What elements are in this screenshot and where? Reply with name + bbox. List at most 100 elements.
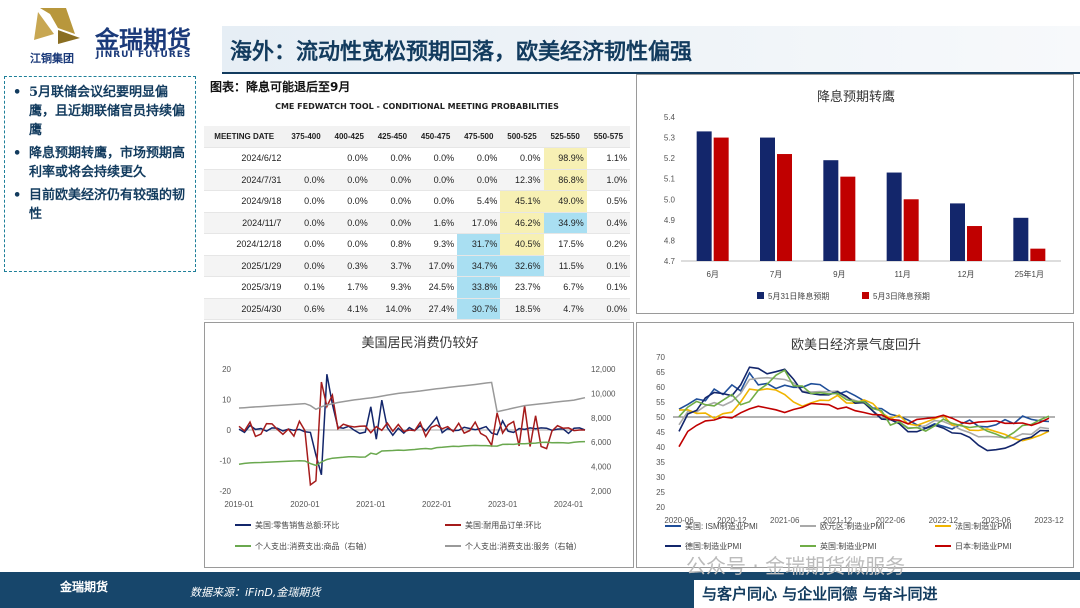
table-cell: 0.0%	[327, 169, 371, 191]
group-name: 江铜集团	[30, 52, 74, 65]
brand-name: 金瑞期货	[95, 26, 191, 54]
table-row: 2025/3/19 0.1% 1.7% 9.3% 24.5% 33.8% 23.7% 6.7%…	[204, 276, 630, 299]
table-cell: 0.3%	[327, 255, 371, 277]
table-cell: 0.0%	[327, 212, 371, 234]
table-cell: 34.9%	[543, 212, 587, 234]
table-row: 2024/7/31 0.0% 0.0% 0.0% 0.0% 0.0% 12.3% 86.8% 1…	[204, 169, 630, 191]
y-tick-label: 5.4	[664, 113, 676, 122]
table-cell: 2024/11/7	[204, 212, 285, 234]
table-body: 2024/6/12 0.0% 0.0% 0.0% 0.0% 0.0% 98.9% 1.1% 20…	[204, 147, 630, 320]
table-cell: 2025/4/30	[204, 298, 285, 320]
table-cell: 0.1%	[284, 276, 328, 299]
x-tick-label: 2023-06	[981, 516, 1011, 525]
table-header-cell: 475-500	[457, 126, 501, 148]
x-tick-label: 2019-01	[224, 500, 254, 509]
table-cell: 24.5%	[414, 276, 458, 299]
brand-logo-icon	[34, 8, 80, 44]
y-tick-label: 10	[222, 396, 231, 405]
table-cell: 31.7%	[457, 233, 501, 256]
x-tick-label: 2024-01	[554, 500, 584, 509]
series-line	[678, 369, 1050, 439]
table-row: 2025/4/30 0.6% 4.1% 14.0% 27.4% 30.7% 18.5% 4.7…	[204, 298, 630, 320]
table-cell: 4.1%	[327, 298, 371, 320]
bar	[1013, 217, 1029, 261]
x-tick-label: 2020-06	[664, 516, 694, 525]
bar	[760, 137, 775, 261]
series-line	[678, 402, 1050, 448]
x-tick-label: 7月	[770, 270, 782, 279]
table-row: 2024/9/18 0.0% 0.0% 0.0% 0.0% 5.4% 45.1% 49.0% 0…	[204, 190, 630, 213]
table-header-cell: 425-450	[370, 126, 414, 148]
table-row: 2024/12/18 0.0% 0.0% 0.8% 9.3% 31.7% 40.5% 17.5…	[204, 233, 630, 256]
y2-tick-label: 2,000	[591, 487, 612, 496]
table-cell: 0.0%	[457, 169, 501, 191]
table-cell: 98.9%	[543, 147, 587, 170]
bullet-item: • 5月联储会议纪要明显偏鹰，且近期联储官员持续偏鹰	[13, 85, 186, 138]
y-tick-label: 4.7	[664, 257, 676, 266]
table-cell: 14.0%	[370, 298, 414, 320]
y-tick-label: 4.9	[664, 216, 676, 225]
x-tick-label: 9月	[833, 270, 845, 279]
x-tick-label: 2023-12	[1034, 516, 1064, 525]
table-cell: 0.0%	[284, 212, 328, 234]
table-cell: 40.5%	[500, 233, 544, 256]
y-tick-label: 70	[656, 353, 665, 362]
legend-label: 德国:制造业PMI	[685, 541, 741, 551]
table-header-cell: 550-575	[586, 126, 630, 148]
table-cell: 0.0%	[370, 147, 414, 170]
y-tick-label: 45	[656, 428, 665, 437]
table-cell: 0.0%	[284, 169, 328, 191]
x-tick-label: 2023-01	[488, 500, 518, 509]
table-header-cell: MEETING DATE	[204, 126, 285, 148]
bullet-item: • 降息预期转鹰，市场预期高利率或将会持续更久	[13, 146, 186, 180]
series-line	[678, 371, 1050, 430]
table-cell: 0.0%	[457, 147, 501, 170]
table-cell: 27.4%	[414, 298, 458, 320]
table-cell	[284, 147, 328, 170]
table-cell: 0.0%	[500, 147, 544, 170]
chart-title: 降息预期转鹰	[817, 89, 895, 104]
legend-label: 日本:制造业PMI	[955, 541, 1011, 551]
y2-tick-label: 8,000	[591, 414, 612, 423]
table-cell: 0.0%	[370, 190, 414, 213]
y2-tick-label: 6,000	[591, 438, 612, 447]
x-tick-label: 2022-06	[876, 516, 906, 525]
table-row: 2024/11/7 0.0% 0.0% 0.0% 1.6% 17.0% 46.2% 34.9%…	[204, 212, 630, 234]
y-tick-label: -20	[219, 487, 231, 496]
bar	[1030, 248, 1046, 261]
table-cell: 1.7%	[327, 276, 371, 299]
legend-swatch	[757, 292, 764, 299]
table-cell: 1.0%	[586, 169, 630, 191]
title-bar	[222, 26, 1080, 74]
table-cell: 17.0%	[457, 212, 501, 234]
table-cell: 0.2%	[586, 233, 630, 256]
table-cell: 0.0%	[284, 233, 328, 256]
table-cell: 0.0%	[370, 169, 414, 191]
y-tick-label: -10	[219, 457, 231, 466]
bar	[903, 199, 919, 261]
table-header-cell: 525-550	[543, 126, 587, 148]
consumption-chart: 美国居民消费仍较好 20 10 0 -10 -20 12,000 10,000 8,000 6,0…	[204, 322, 634, 568]
table-cell: 12.3%	[500, 169, 544, 191]
brand-name-en: JINRUI FUTURES	[96, 50, 192, 60]
table-cell: 6.7%	[543, 276, 587, 299]
pmi-svg: 欧美日经济景气度回升 70 65 60 55 50 45 40 35 30 25 20 2020-06 2…	[656, 337, 1064, 551]
y-tick-label: 25	[656, 488, 665, 497]
y2-tick-label: 10,000	[591, 389, 616, 398]
table-cell: 0.0%	[327, 190, 371, 213]
table-cell: 0.0%	[327, 233, 371, 256]
legend-label: 个人支出:消费支出:商品（右轴）	[255, 541, 371, 551]
x-tick-label: 2021-12	[823, 516, 853, 525]
legend-label: 美国: ISM制造业PMI	[685, 521, 758, 531]
table-cell: 34.7%	[457, 255, 501, 277]
y-tick-label: 0	[227, 426, 232, 435]
table-cell: 1.1%	[586, 147, 630, 170]
table-cell: 3.7%	[370, 255, 414, 277]
y-tick-label: 60	[656, 383, 665, 392]
table-cell: 2025/3/19	[204, 276, 285, 299]
table-cell: 0.5%	[586, 190, 630, 213]
series-line	[238, 374, 586, 476]
y-tick-label: 35	[656, 458, 665, 467]
table-cell: 46.2%	[500, 212, 544, 234]
bullet-panel: • 5月联储会议纪要明显偏鹰，且近期联储官员持续偏鹰 • 降息预期转鹰，市场预期高利…	[4, 76, 196, 272]
